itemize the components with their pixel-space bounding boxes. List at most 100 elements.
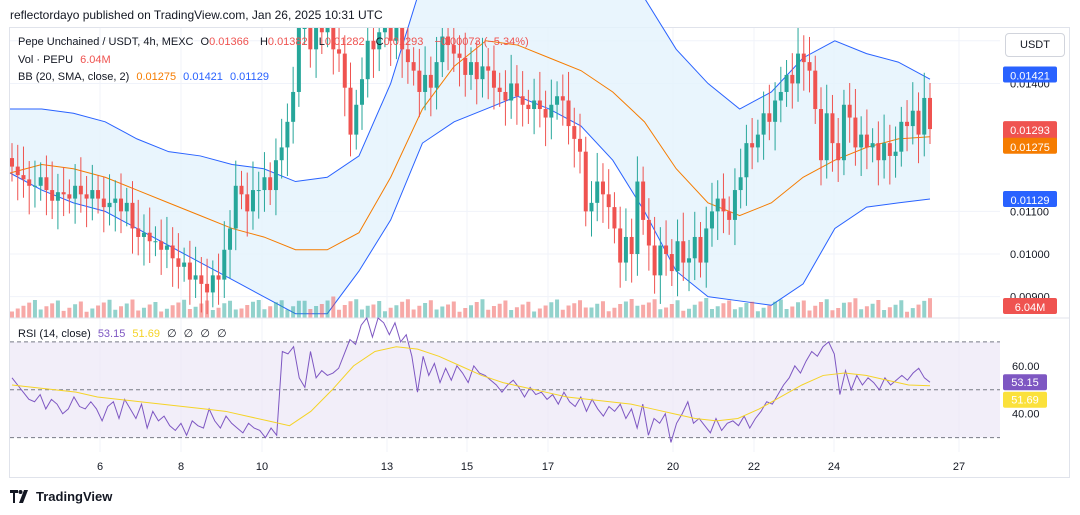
candle-body <box>147 232 152 242</box>
volume-bar <box>377 301 382 318</box>
price-tick-label: 0.01100 <box>1010 206 1049 218</box>
candle-body <box>428 74 433 88</box>
rsi-tick-label: 60.00 <box>1012 361 1040 373</box>
candle-body <box>423 74 428 92</box>
symbol-legend[interactable]: Pepe Unchained / USDT, 4h, MEXC O0.01366… <box>18 36 533 48</box>
volume-bar <box>153 302 158 318</box>
bollinger-upper-band <box>10 0 931 183</box>
volume-bar <box>159 311 164 318</box>
candle-body <box>405 49 410 63</box>
candle-body <box>646 219 651 246</box>
volume-bar <box>440 306 445 318</box>
volume-bar <box>824 299 829 318</box>
volume-bar <box>10 311 14 318</box>
rsi-placeholder-3: ∅ <box>200 328 210 340</box>
volume-bar <box>67 307 72 318</box>
volume-bar <box>807 310 812 318</box>
volume-bar <box>176 302 181 318</box>
candle-body <box>365 40 370 80</box>
volume-bar <box>394 305 399 318</box>
candle-body <box>411 62 416 71</box>
candle-body <box>331 28 336 50</box>
volume-bar <box>463 308 468 318</box>
candle-body <box>664 245 669 255</box>
rsi-placeholder-2: ∅ <box>183 328 194 340</box>
volume-bar <box>681 310 686 318</box>
close-label: C <box>375 36 384 48</box>
volume-bar <box>250 301 255 318</box>
candle-body <box>537 100 542 110</box>
candle-body <box>400 28 405 50</box>
volume-bar <box>618 304 623 318</box>
candle-body <box>15 166 20 176</box>
volume-bar <box>675 300 680 318</box>
volume-bar <box>480 299 485 318</box>
candle-body <box>130 202 135 229</box>
volume-bar <box>245 305 250 318</box>
volume-bar <box>652 299 657 318</box>
lower-band-price-tag-text: 0.01129 <box>1011 195 1050 207</box>
volume-tag <box>1003 298 1057 314</box>
candle-body <box>589 202 594 212</box>
volume-bar <box>767 305 772 318</box>
candle-body <box>119 198 124 212</box>
volume-bar <box>876 300 881 318</box>
candle-body <box>463 57 468 75</box>
candle-body <box>159 241 164 250</box>
lower-band-price-tag <box>1003 191 1057 208</box>
volume-bar <box>744 303 749 318</box>
volume-bar <box>239 308 244 318</box>
volume-bar <box>572 303 577 318</box>
candle-body <box>388 28 393 41</box>
candle-body <box>279 147 284 161</box>
candle-body <box>629 236 634 255</box>
candle-body <box>55 192 60 201</box>
candle-body <box>755 134 760 148</box>
volume-bar <box>365 305 370 318</box>
volume-bar <box>514 307 519 318</box>
candle-body <box>250 190 255 212</box>
tradingview-logo-icon <box>10 490 28 503</box>
volume-bar <box>164 308 169 318</box>
publisher-header: reflectordayo published on TradingView.c… <box>10 8 383 22</box>
volume-bar <box>509 310 514 318</box>
currency-unit-button[interactable]: USDT <box>1005 33 1065 57</box>
candle-body <box>715 198 720 212</box>
candle-body <box>859 134 864 148</box>
volume-bar <box>698 301 703 318</box>
candle-body <box>314 28 319 50</box>
volume-bar <box>790 306 795 318</box>
volume-bar <box>600 301 605 318</box>
candle-body <box>635 181 640 255</box>
volume-bar <box>549 302 554 318</box>
candle-body <box>21 175 26 180</box>
volume-bar <box>905 311 910 318</box>
candle-body <box>245 194 250 212</box>
candle-body <box>113 198 118 203</box>
volume-bar <box>96 305 101 318</box>
volume-bar <box>73 304 78 318</box>
volume-bar <box>870 303 875 318</box>
date-tick-label: 17 <box>542 461 554 473</box>
volume-bar <box>15 308 20 318</box>
volume-bar <box>388 307 393 318</box>
candle-body <box>319 28 324 33</box>
volume-bar <box>899 300 904 318</box>
tradingview-logo[interactable]: TradingView <box>10 489 112 504</box>
candle-body <box>830 113 835 144</box>
candle-body <box>887 143 892 156</box>
rsi-legend[interactable]: RSI (14, close) 53.15 51.69 ∅ ∅ ∅ ∅ <box>18 327 231 340</box>
candle-body <box>216 275 221 280</box>
volume-bar <box>147 304 152 318</box>
volume-bar <box>256 300 261 318</box>
volume-bar <box>296 300 301 318</box>
volume-bar <box>818 302 823 318</box>
candle-body <box>84 194 89 199</box>
candle-body <box>474 62 479 80</box>
volume-bar <box>595 303 600 318</box>
bb-legend[interactable]: BB (20, SMA, close, 2) 0.01275 0.01421 0… <box>18 71 273 83</box>
volume-legend[interactable]: Vol · PEPU 6.04M <box>18 54 115 66</box>
price-tick-label: 0.01000 <box>1010 249 1050 261</box>
open-label: O <box>200 36 210 48</box>
